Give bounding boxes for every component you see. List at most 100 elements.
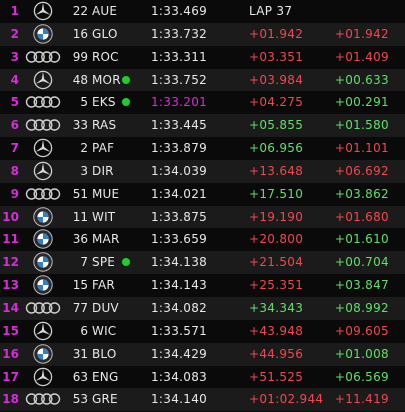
lap-time: 1:33.469 bbox=[151, 4, 208, 18]
gap-to-leader: +19.190 bbox=[249, 209, 304, 224]
driver-code: AUE bbox=[92, 4, 118, 18]
car-number: 15 bbox=[72, 278, 88, 293]
lap-time: 1:33.571 bbox=[151, 323, 208, 338]
driver-code: BLO bbox=[92, 346, 117, 361]
driver-code: DIR bbox=[92, 163, 114, 178]
position: 4 bbox=[10, 72, 19, 87]
driver-code: RAS bbox=[92, 118, 117, 133]
gap-to-leader: +03.984 bbox=[249, 72, 304, 87]
lap-time: 1:33.659 bbox=[151, 232, 208, 247]
lap-time: 1:34.021 bbox=[151, 186, 208, 201]
driver-code: GLO bbox=[92, 26, 118, 41]
gap-to-leader: +25.351 bbox=[249, 278, 304, 293]
car-number: 63 bbox=[72, 369, 88, 384]
gap-to-leader: +13.648 bbox=[249, 163, 304, 178]
table-row: 6 33 RAS 1:33.445 +05.855 +01.580 bbox=[0, 114, 405, 138]
car-number: 48 bbox=[72, 72, 88, 87]
position: 17 bbox=[2, 369, 19, 384]
lap-time: 1:34.138 bbox=[151, 255, 208, 270]
car-number: 31 bbox=[72, 346, 88, 361]
table-row: 14 77 DUV 1:34.082 +34.343 +08.992 bbox=[0, 296, 405, 320]
car-number: 33 bbox=[72, 118, 88, 133]
lap-time: 1:33.201 bbox=[151, 95, 208, 110]
driver-code: PAF bbox=[92, 141, 115, 156]
interval: +00.291 bbox=[334, 95, 389, 110]
lap-time: 1:34.039 bbox=[151, 163, 208, 178]
car-number: 77 bbox=[72, 300, 88, 315]
interval: +01.008 bbox=[334, 346, 389, 361]
interval: +01.942 bbox=[334, 26, 389, 41]
driver-code: MUE bbox=[92, 186, 120, 201]
position: 18 bbox=[2, 392, 19, 407]
position: 3 bbox=[10, 49, 19, 64]
driver-code: FAR bbox=[92, 278, 115, 293]
gap-to-leader: +20.800 bbox=[249, 232, 304, 247]
gap-to-leader: +34.343 bbox=[249, 300, 304, 315]
interval: +08.992 bbox=[334, 300, 389, 315]
audi-rings-icon bbox=[24, 46, 62, 68]
lap-time: 1:34.429 bbox=[151, 346, 208, 361]
driver-code: ENG bbox=[92, 369, 119, 384]
car-number: 53 bbox=[72, 392, 88, 407]
interval: +06.692 bbox=[334, 163, 389, 178]
lap-time: 1:34.083 bbox=[151, 369, 208, 384]
car-number: 99 bbox=[72, 49, 88, 64]
interval: +01.101 bbox=[334, 141, 389, 156]
audi-rings-icon bbox=[24, 91, 62, 113]
table-row: 10 11 WIT 1:33.875 +19.190 +01.680 bbox=[0, 205, 405, 229]
table-row: 9 51 MUE 1:34.021 +17.510 +03.862 bbox=[0, 183, 405, 206]
table-row: 18 53 GRE 1:34.140 +01:02.944 +11.419 bbox=[0, 388, 405, 412]
position: 1 bbox=[10, 4, 19, 18]
position: 13 bbox=[2, 278, 19, 293]
car-number: 36 bbox=[72, 232, 88, 247]
table-row: 11 36 MAR 1:33.659 +20.800 +01.610 bbox=[0, 228, 405, 251]
audi-rings-icon bbox=[24, 297, 62, 319]
bmw-roundel-icon bbox=[24, 251, 62, 273]
status-dot-icon bbox=[122, 75, 130, 84]
driver-code: DUV bbox=[92, 300, 119, 315]
mercedes-star-icon bbox=[24, 69, 62, 91]
position: 12 bbox=[2, 255, 19, 270]
driver-code: WIC bbox=[92, 323, 117, 338]
lap-time: 1:33.311 bbox=[151, 49, 208, 64]
gap-to-leader: +03.351 bbox=[249, 49, 304, 64]
table-row: 16 31 BLO 1:34.429 +44.956 +01.008 bbox=[0, 342, 405, 366]
table-row: 8 3 DIR 1:34.039 +13.648 +06.692 bbox=[0, 159, 405, 183]
gap-to-leader: +43.948 bbox=[249, 323, 304, 338]
table-row: 1 22 AUE 1:33.469 LAP 37 bbox=[0, 0, 405, 23]
gap-to-leader: +01.942 bbox=[249, 26, 304, 41]
mercedes-star-icon bbox=[24, 0, 62, 22]
lap-time: 1:33.752 bbox=[151, 72, 208, 87]
lap-time: 1:33.879 bbox=[151, 141, 208, 156]
lap-time: 1:34.140 bbox=[151, 392, 208, 407]
position: 9 bbox=[10, 186, 19, 201]
position: 10 bbox=[2, 209, 19, 224]
interval: +01.580 bbox=[334, 118, 389, 133]
audi-rings-icon bbox=[24, 388, 62, 410]
table-row: 5 5 EKS 1:33.201 +04.275 +00.291 bbox=[0, 91, 405, 114]
status-dot-icon bbox=[122, 258, 130, 267]
lap-time: 1:34.143 bbox=[151, 278, 208, 293]
gap-to-leader: +01:02.944 bbox=[249, 392, 324, 407]
position: 7 bbox=[10, 141, 19, 156]
car-number: 3 bbox=[80, 163, 88, 178]
table-row: 7 2 PAF 1:33.879 +06.956 +01.101 bbox=[0, 137, 405, 160]
car-number: 7 bbox=[80, 255, 88, 270]
interval: +06.569 bbox=[334, 369, 389, 384]
car-number: 22 bbox=[72, 4, 88, 18]
car-number: 2 bbox=[80, 141, 88, 156]
gap-to-leader: +17.510 bbox=[249, 186, 304, 201]
lap-time: 1:34.082 bbox=[151, 300, 208, 315]
gap-to-leader: LAP 37 bbox=[249, 4, 293, 18]
car-number: 5 bbox=[80, 95, 88, 110]
driver-code: ROC bbox=[92, 49, 119, 64]
audi-rings-icon bbox=[24, 183, 62, 205]
interval: +00.633 bbox=[334, 72, 389, 87]
position: 5 bbox=[10, 95, 19, 110]
interval: +11.419 bbox=[334, 392, 389, 407]
lap-time: 1:33.445 bbox=[151, 118, 208, 133]
table-row: 2 16 GLO 1:33.732 +01.942 +01.942 bbox=[0, 22, 405, 46]
driver-code: GRE bbox=[92, 392, 118, 407]
position: 2 bbox=[10, 26, 19, 41]
